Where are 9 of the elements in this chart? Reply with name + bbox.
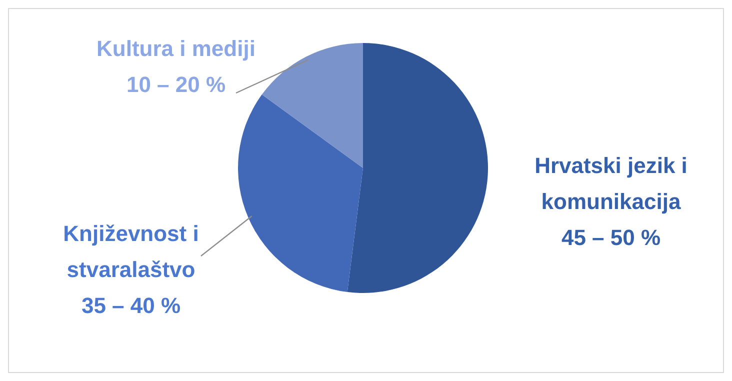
pie-slice (347, 43, 488, 293)
slice-label: Književnost i stvaralaštvo (63, 221, 199, 282)
text: 45 – 50 % (561, 225, 661, 250)
pie-slice (238, 94, 363, 292)
slice-label: Hrvatski jezik i komunikacija (534, 153, 688, 214)
text: 10 – 20 % (126, 72, 226, 97)
pie-slice (262, 43, 363, 168)
text: 35 – 40 % (81, 293, 181, 318)
slice-label: Kultura i mediji (96, 36, 256, 61)
